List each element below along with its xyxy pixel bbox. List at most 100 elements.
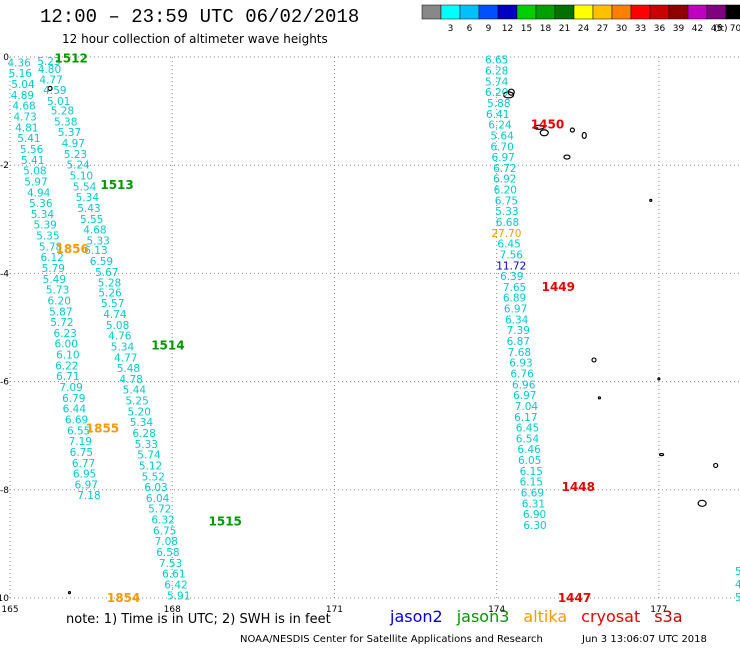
pass-time-label: 1513 — [100, 178, 133, 192]
swh-value: 7.56 — [500, 249, 524, 261]
y-tick-label: -8 — [0, 486, 9, 496]
y-tick-label: -10 — [0, 594, 9, 604]
swh-value: 4.73 — [13, 112, 36, 124]
swh-value: 6.70 — [490, 141, 513, 153]
swh-value: 4.59 — [43, 85, 66, 97]
swh-value: 7.68 — [508, 347, 531, 359]
swh-value: 5.87 — [49, 306, 72, 318]
colorbar-swatch — [516, 4, 537, 20]
swh-value: 6.97 — [75, 479, 98, 491]
swh-value: 6.32 — [151, 515, 174, 527]
colorbar-label: 45 — [711, 24, 722, 34]
colorbar-swatch — [440, 4, 461, 20]
swh-value: 5.39 — [33, 220, 56, 232]
footer-credit: NOAA/NESDIS Center for Satellite Applica… — [240, 634, 543, 645]
legend-item-altika: altika — [523, 607, 568, 626]
swh-value: 5.01 — [47, 96, 70, 108]
swh-value: 6.65 — [485, 55, 508, 67]
colorbar-swatch — [668, 4, 689, 20]
swh-value: 6.79 — [62, 393, 85, 405]
swh-value: 5.23 — [64, 149, 87, 161]
swh-value: 6.75 — [153, 525, 176, 537]
island-outline — [507, 88, 515, 96]
swh-value: 5.72 — [148, 504, 171, 516]
island-outline — [713, 462, 719, 469]
swh-value: 4.74 — [103, 309, 127, 321]
swh-value: 5.67 — [95, 267, 118, 279]
pass-time-label: 1515 — [209, 515, 242, 529]
swh-value: 6.28 — [485, 66, 508, 78]
swh-value: 6.15 — [520, 466, 543, 478]
swh-value: 5.44 — [123, 385, 147, 397]
swh-value: 5.88 — [487, 98, 510, 110]
colorbar-label: 36 — [654, 24, 666, 34]
x-tick-label: 177 — [650, 605, 667, 615]
swh-value: 5.74 — [137, 450, 161, 462]
swh-value: 6.20 — [494, 185, 517, 197]
swh-value: 6.20 — [48, 295, 71, 307]
swh-value: 6.31 — [522, 498, 545, 510]
swh-value: 5.43 — [77, 203, 100, 215]
swh-value: 5.08 — [23, 166, 46, 178]
swh-value: 6.72 — [493, 163, 516, 175]
colorbar-swatch — [706, 4, 727, 20]
swh-value: 6.54 — [516, 433, 540, 445]
swh-value: 5.78 — [39, 241, 62, 253]
swh-value: 6.05 — [518, 455, 541, 467]
swh-value: 5.37 — [58, 127, 81, 139]
x-tick-label: 174 — [488, 605, 505, 615]
swh-value: 6.71 — [56, 371, 79, 383]
island-outline — [581, 131, 587, 140]
chart-subtitle: 12 hour collection of altimeter wave hei… — [62, 32, 328, 46]
colorbar-swatch — [478, 4, 499, 20]
pass-time-label: 1855 — [86, 422, 119, 436]
swh-value: 7.09 — [59, 382, 82, 394]
swh-value: 6.55 — [67, 425, 90, 437]
swh-value: 6.10 — [56, 350, 79, 362]
pass-time-label: 1447 — [558, 591, 591, 605]
swh-value: 7.19 — [69, 436, 92, 448]
swh-value: 6.28 — [132, 428, 155, 440]
swh-value: 7.08 — [155, 536, 178, 548]
swh-value: 7.04 — [515, 401, 539, 413]
colorbar-label: 9 — [486, 24, 492, 34]
swh-value: 6.69 — [65, 414, 88, 426]
swh-value: 6.95 — [73, 469, 96, 481]
swh-value: 5.38 — [54, 116, 77, 128]
swh-value: 7.18 — [77, 490, 100, 502]
swh-value: 6.76 — [510, 368, 534, 380]
edge-swh-value: 5 — [735, 592, 740, 604]
swh-value: 6.42 — [164, 579, 187, 591]
pass-time-label: 1450 — [531, 118, 564, 132]
swh-value: 6.61 — [162, 569, 185, 581]
pass-time-label: 1448 — [562, 480, 595, 494]
swh-value: 6.69 — [521, 488, 544, 500]
legend-item-jason3: jason3 — [456, 607, 510, 626]
swh-value: 6.30 — [523, 520, 546, 532]
colorbar-swatch — [497, 4, 518, 20]
island-outline — [591, 357, 597, 363]
swh-value: 4.36 — [7, 57, 31, 69]
swh-value: 11.72 — [496, 260, 526, 272]
swh-value: 6.45 — [497, 239, 520, 251]
colorbar-label: 39 — [673, 24, 685, 34]
swh-value: 5.34 — [130, 417, 154, 429]
island-outline — [649, 198, 653, 202]
swh-value: 6.15 — [520, 477, 543, 489]
swh-value: 5.48 — [117, 363, 140, 375]
swh-value: 6.97 — [513, 390, 536, 402]
swh-value: 5.25 — [125, 396, 148, 408]
swh-value: 5.08 — [106, 320, 129, 332]
swh-value: 6.97 — [504, 304, 527, 316]
colorbar-swatch — [573, 4, 594, 20]
edge-swh-value: 5 — [735, 566, 740, 578]
swh-value: 4.80 — [38, 64, 61, 76]
swh-value: 4.68 — [83, 225, 106, 237]
chart-title: 12:00 – 23:59 UTC 06/02/2018 — [40, 6, 360, 28]
island-outline — [657, 377, 661, 381]
swh-value: 5.28 — [51, 106, 74, 118]
swh-value: 4.77 — [114, 352, 137, 364]
swh-value: 6.75 — [495, 195, 518, 207]
pass-time-label: 1856 — [55, 242, 88, 256]
swh-value: 7.39 — [507, 325, 530, 337]
